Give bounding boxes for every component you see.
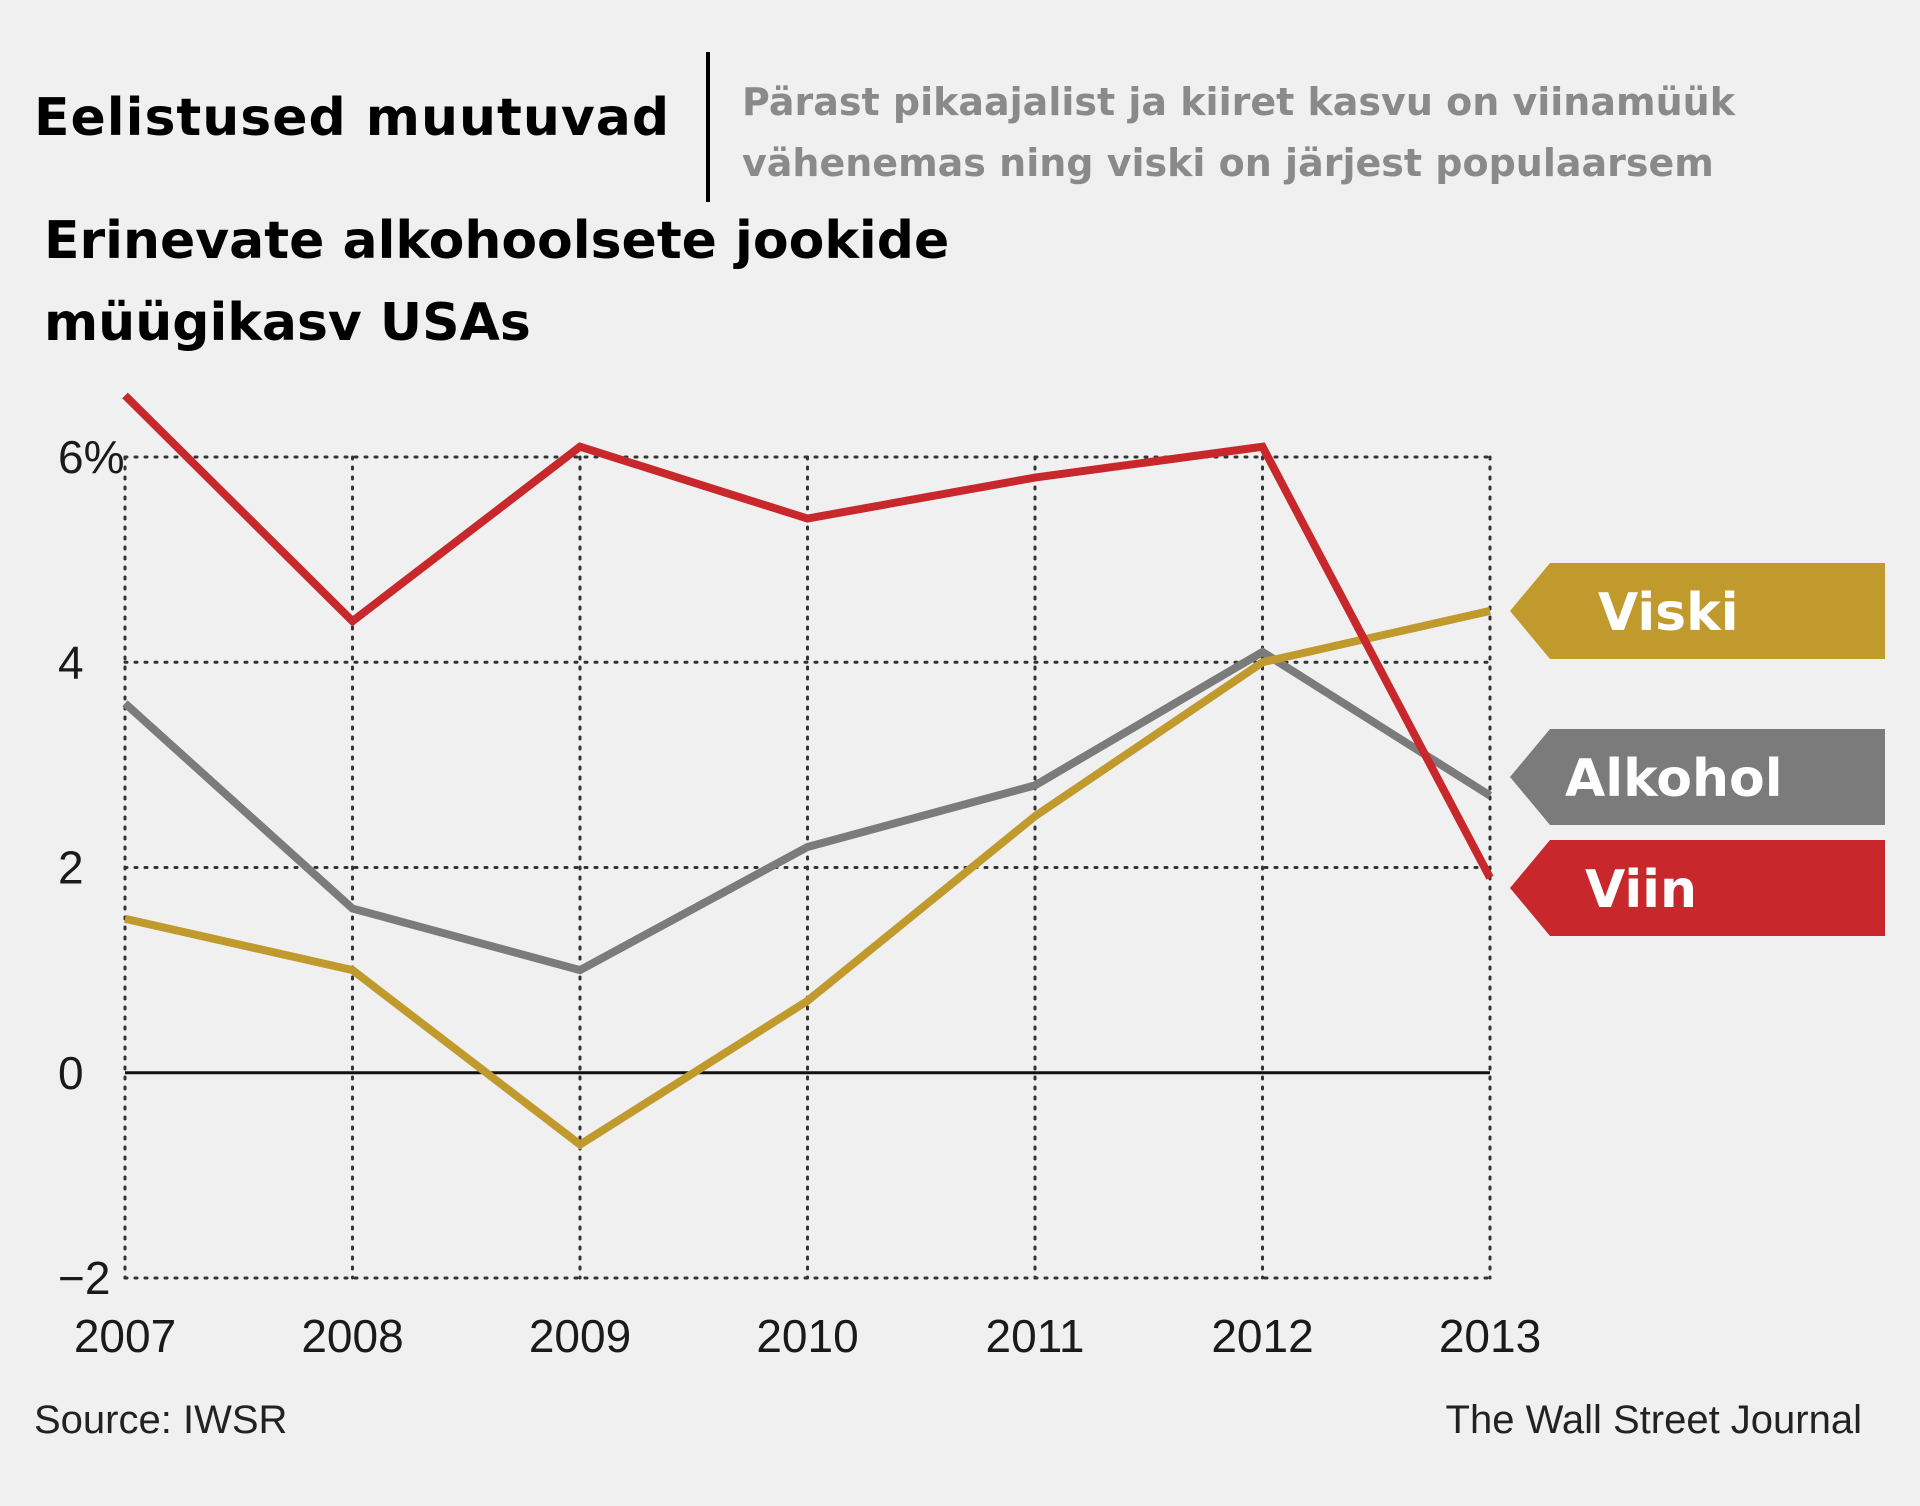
header-title: Eelistused muutuvad: [34, 88, 671, 148]
x-tick-label: 2012: [1211, 1310, 1313, 1362]
y-tick-label: 6%: [58, 431, 124, 483]
x-tick-label: 2007: [74, 1310, 176, 1362]
y-tick-label: 2: [58, 842, 84, 894]
series-tag-viski: [1510, 563, 1885, 659]
y-tick-label: 0: [58, 1047, 84, 1099]
x-tick-label: 2010: [756, 1310, 858, 1362]
source-note: Source: IWSR: [34, 1398, 288, 1442]
chart-title-line-1: Erinevate alkohoolsete jookide: [44, 211, 950, 271]
chart-title: Erinevate alkohoolsete jookide müügikasv…: [44, 200, 1044, 364]
series-line-alkohol: [122, 647, 1493, 975]
chart-title-line-2: müügikasv USAs: [44, 293, 531, 353]
series-tag-alkohol: [1510, 729, 1885, 825]
header-subtitle-line-1: Pärast pikaajalist ja kiiret kasvu on vi…: [742, 80, 1735, 124]
publisher-credit: The Wall Street Journal: [1445, 1398, 1862, 1442]
x-tick-label: 2008: [301, 1310, 403, 1362]
series-tag-viin: [1510, 840, 1885, 936]
series-line-viin: [122, 392, 1494, 880]
x-tick-label: 2009: [529, 1310, 631, 1362]
y-tick-label: −2: [58, 1252, 110, 1304]
series-label-alkohol: Alkohol: [1565, 749, 1783, 809]
y-tick-label: 4: [58, 636, 84, 688]
header-subtitle: Pärast pikaajalist ja kiiret kasvu on vi…: [742, 72, 1892, 194]
x-tick-label: 2013: [1439, 1310, 1541, 1362]
x-tick-label: 2011: [986, 1310, 1085, 1362]
series-line-viski: [124, 607, 1491, 1150]
header-subtitle-line-2: vähenemas ning viski on järjest populaar…: [742, 141, 1714, 185]
header-divider: [706, 52, 710, 202]
series-label-viin: Viin: [1585, 860, 1697, 920]
series-label-viski: Viski: [1598, 583, 1739, 643]
